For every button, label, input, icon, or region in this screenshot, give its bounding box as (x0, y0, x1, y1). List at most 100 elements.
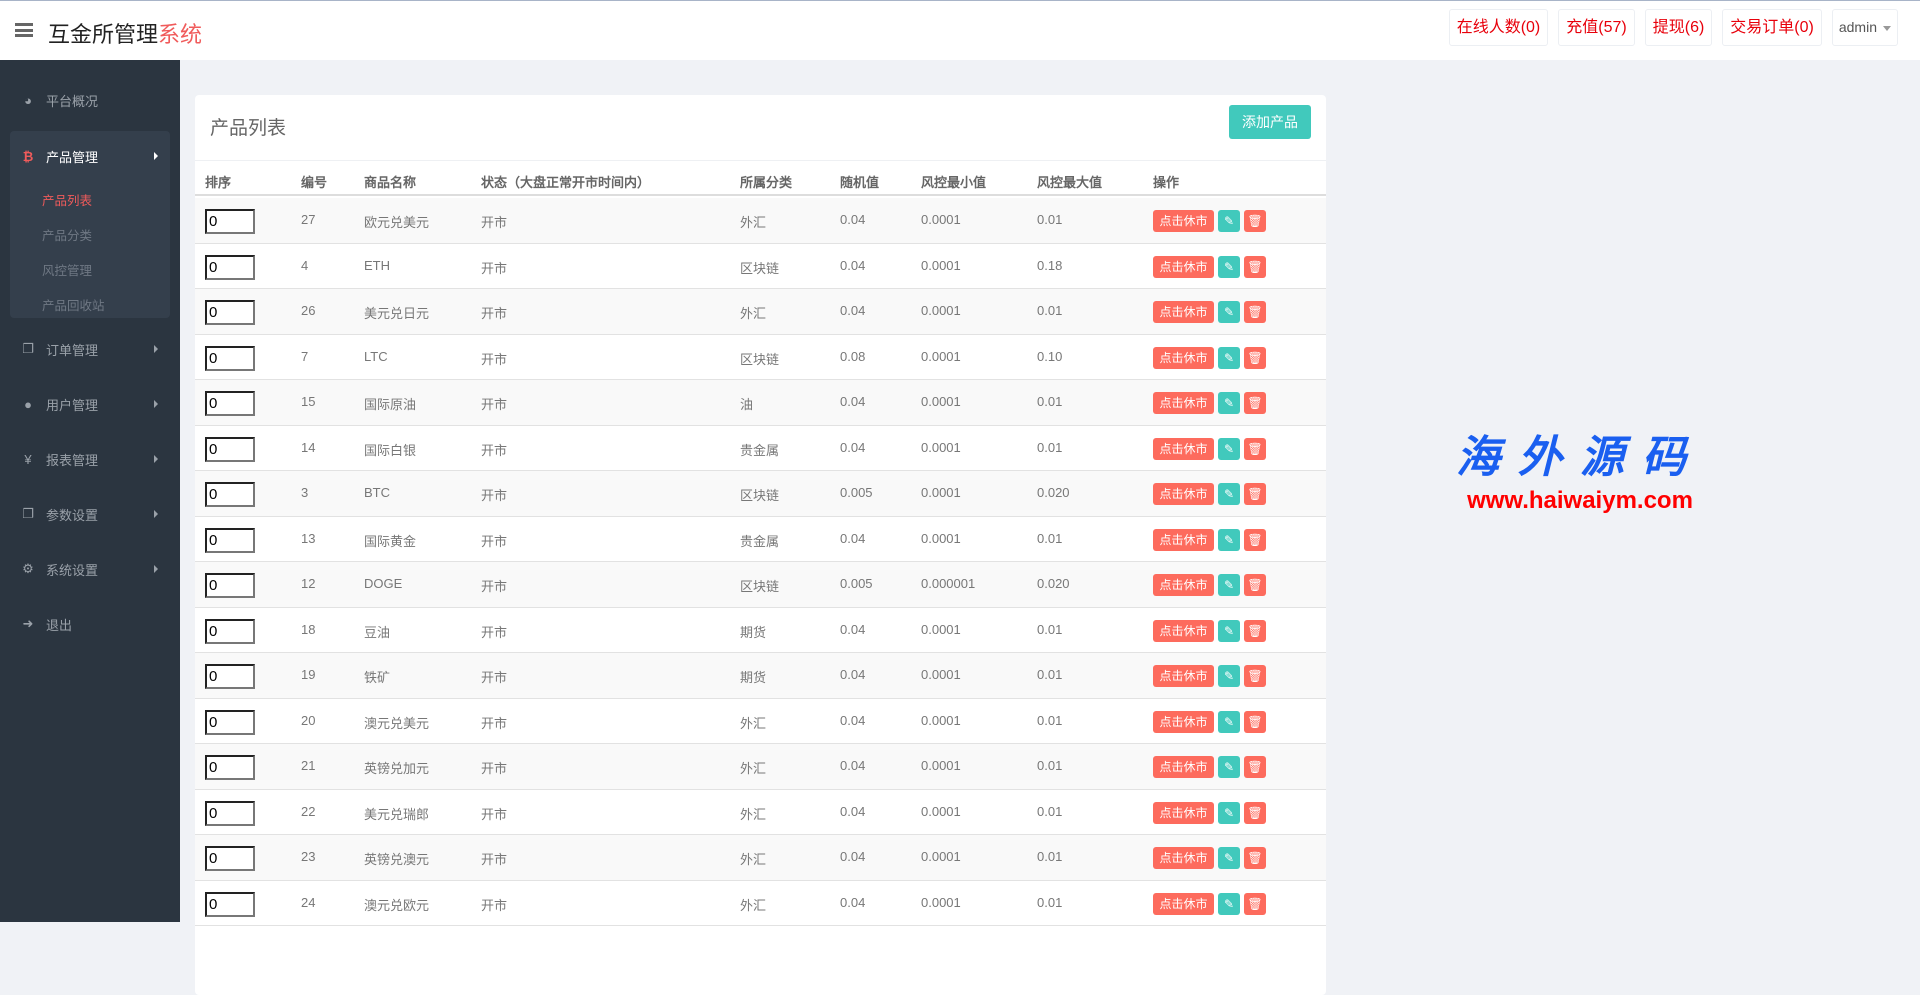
close-market-button[interactable]: 点击休市 (1153, 392, 1214, 414)
cell-max: 0.01 (1037, 849, 1063, 864)
delete-button[interactable]: 🗑 (1244, 756, 1266, 778)
dashboard-icon: ◕ (24, 92, 32, 108)
delete-button[interactable]: 🗑 (1244, 801, 1266, 824)
close-market-button[interactable]: 点击休市 (1153, 574, 1214, 596)
delete-button[interactable]: 🗑 (1244, 574, 1266, 596)
sort-input[interactable] (205, 800, 255, 826)
sidebar-item-reports[interactable]: ¥ 报表管理 (20, 449, 170, 469)
sort-input[interactable] (205, 391, 255, 416)
submenu-product-list[interactable]: 产品列表 (42, 194, 93, 208)
sort-input[interactable] (205, 436, 255, 462)
close-market-button[interactable]: 点击休市 (1153, 801, 1214, 824)
edit-button[interactable]: ✎ (1218, 301, 1240, 323)
sort-input[interactable] (205, 573, 255, 598)
edit-button[interactable]: ✎ (1218, 437, 1240, 460)
delete-button[interactable]: 🗑 (1244, 255, 1266, 278)
edit-button[interactable]: ✎ (1218, 847, 1240, 869)
edit-button[interactable]: ✎ (1218, 346, 1240, 369)
delete-button[interactable]: 🗑 (1244, 665, 1266, 687)
cell-category: 外汇 (740, 215, 767, 230)
delete-button[interactable]: 🗑 (1244, 847, 1266, 869)
sort-input[interactable] (205, 482, 255, 507)
gears-icon: ⚙ (22, 561, 34, 576)
close-market-button[interactable]: 点击休市 (1153, 528, 1214, 551)
delete-button[interactable]: 🗑 (1244, 483, 1266, 505)
sidebar-item-users[interactable]: ● 用户管理 (20, 394, 170, 414)
sidebar-item-orders[interactable]: ❐ 订单管理 (20, 339, 170, 359)
submenu-product-category[interactable]: 产品分类 (42, 229, 93, 243)
cell-status: 开市 (481, 579, 508, 594)
close-market-button[interactable]: 点击休市 (1153, 665, 1214, 687)
sort-input[interactable] (205, 846, 255, 871)
close-market-button[interactable]: 点击休市 (1153, 756, 1214, 778)
submenu-risk-control[interactable]: 风控管理 (42, 264, 93, 278)
sort-input[interactable] (205, 618, 255, 644)
user-menu[interactable]: admin (1831, 9, 1898, 46)
sort-input[interactable] (205, 891, 255, 917)
add-product-button[interactable]: 添加产品 (1229, 105, 1311, 139)
menu-toggle-icon[interactable] (15, 23, 33, 37)
delete-button[interactable]: 🗑 (1244, 346, 1266, 369)
sidebar-item-overview[interactable]: ◕ 平台概况 (20, 90, 170, 110)
trash-icon: 🗑 (1247, 441, 1263, 456)
cell-category: 外汇 (740, 761, 767, 776)
edit-button[interactable]: ✎ (1218, 255, 1240, 278)
close-market-button[interactable]: 点击休市 (1153, 437, 1214, 460)
files-icon: ❐ (22, 341, 34, 356)
delete-button[interactable]: 🗑 (1244, 892, 1266, 915)
delete-button[interactable]: 🗑 (1244, 710, 1266, 733)
edit-button[interactable]: ✎ (1218, 801, 1240, 824)
delete-button[interactable]: 🗑 (1244, 301, 1266, 323)
sort-input[interactable] (205, 664, 255, 689)
close-market-button[interactable]: 点击休市 (1153, 892, 1214, 915)
cell-min: 0.0001 (921, 894, 961, 910)
sidebar-item-system[interactable]: ⚙ 系统设置 (20, 559, 170, 579)
close-market-button[interactable]: 点击休市 (1153, 710, 1214, 733)
sort-input[interactable] (205, 209, 255, 234)
close-market-button[interactable]: 点击休市 (1153, 210, 1214, 232)
edit-button[interactable]: ✎ (1218, 892, 1240, 915)
submenu-recycle-bin[interactable]: 产品回收站 (42, 299, 105, 313)
delete-button[interactable]: 🗑 (1244, 528, 1266, 551)
sort-input[interactable] (205, 527, 255, 553)
close-market-button[interactable]: 点击休市 (1153, 301, 1214, 323)
edit-button[interactable]: ✎ (1218, 210, 1240, 232)
sidebar: ◕ 平台概况 ₿ 产品管理 产品列表 产品分类 风控管理 产品回收站 ❐ 订单管理 ●… (0, 60, 180, 922)
sidebar-item-products[interactable]: ₿ 产品管理 (20, 146, 170, 166)
close-market-button[interactable]: 点击休市 (1153, 847, 1214, 869)
edit-button[interactable]: ✎ (1218, 619, 1240, 642)
cell-status: 开市 (481, 442, 508, 458)
edit-button[interactable]: ✎ (1218, 483, 1240, 505)
delete-button[interactable]: 🗑 (1244, 437, 1266, 460)
edit-button[interactable]: ✎ (1218, 528, 1240, 551)
edit-button[interactable]: ✎ (1218, 665, 1240, 687)
sort-input[interactable] (205, 345, 255, 371)
pencil-icon: ✎ (1223, 578, 1235, 592)
trade-orders-button[interactable]: 交易订单(0) (1722, 9, 1822, 46)
delete-button[interactable]: 🗑 (1244, 619, 1266, 642)
online-users-button[interactable]: 在线人数(0) (1448, 9, 1549, 46)
cell-id: 27 (301, 212, 316, 227)
close-market-button[interactable]: 点击休市 (1153, 619, 1214, 642)
cell-status: 开市 (481, 215, 508, 230)
sidebar-item-logout[interactable]: ➜ 退出 (20, 614, 170, 634)
edit-button[interactable]: ✎ (1218, 574, 1240, 596)
recharge-button[interactable]: 充值(57) (1558, 9, 1635, 46)
cell-name: 国际白银 (364, 442, 417, 458)
sort-input[interactable] (205, 254, 255, 280)
close-market-button[interactable]: 点击休市 (1153, 346, 1214, 369)
withdraw-button[interactable]: 提现(6) (1644, 9, 1713, 46)
close-market-button[interactable]: 点击休市 (1153, 255, 1214, 278)
cell-min: 0.0001 (921, 849, 961, 864)
edit-button[interactable]: ✎ (1218, 756, 1240, 778)
sidebar-item-params[interactable]: ❐ 参数设置 (20, 504, 170, 524)
pencil-icon: ✎ (1223, 396, 1235, 410)
delete-button[interactable]: 🗑 (1244, 210, 1266, 232)
sort-input[interactable] (205, 300, 255, 325)
edit-button[interactable]: ✎ (1218, 392, 1240, 414)
sort-input[interactable] (205, 709, 255, 735)
sort-input[interactable] (205, 755, 255, 780)
close-market-button[interactable]: 点击休市 (1153, 483, 1214, 505)
delete-button[interactable]: 🗑 (1244, 392, 1266, 414)
edit-button[interactable]: ✎ (1218, 710, 1240, 733)
